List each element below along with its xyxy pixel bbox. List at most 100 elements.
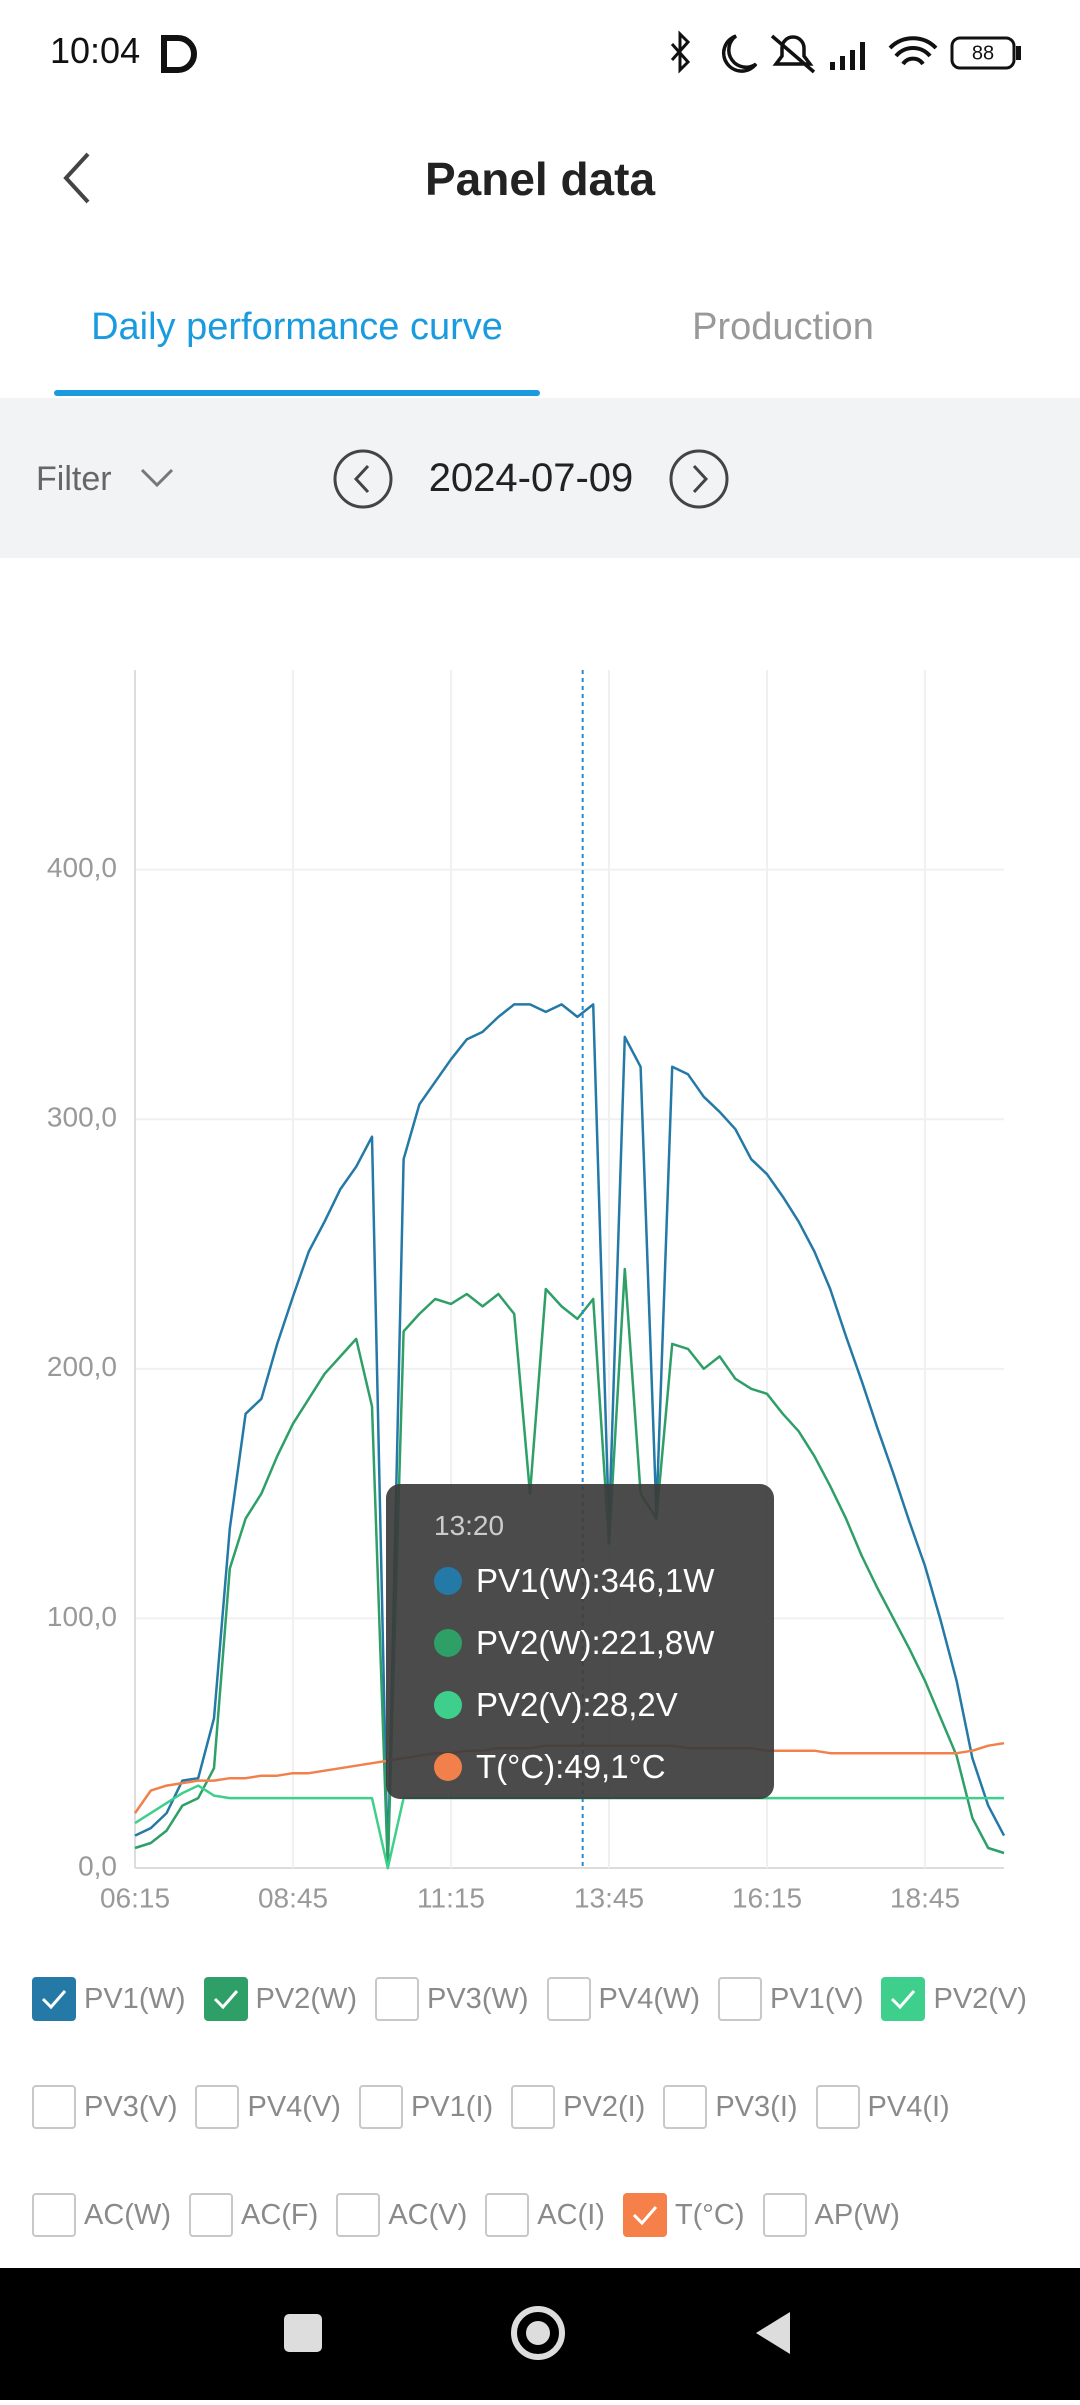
- header-title: Panel data: [424, 153, 656, 205]
- toggle-label: AC(V): [388, 2198, 468, 2231]
- toggle-label: PV4(I): [867, 2090, 950, 2123]
- toggle-label: PV4(V): [247, 2090, 341, 2123]
- series-toggle[interactable]: T(°C): [622, 2193, 745, 2237]
- tooltip-item: PV2(W):221,8W: [434, 1624, 714, 1662]
- y-tick-label: 0,0: [78, 1850, 117, 1881]
- series-toggle[interactable]: PV3(V): [32, 2085, 177, 2129]
- back-nav[interactable]: [756, 2312, 790, 2354]
- series-toggle[interactable]: AP(W): [762, 2193, 900, 2237]
- x-tick-label: 06:15: [100, 1882, 170, 1913]
- series-toggle[interactable]: PV2(W): [203, 1977, 358, 2021]
- toggle-label: PV2(W): [255, 1982, 358, 2015]
- nav-bar: [0, 2268, 1080, 2400]
- series-toggle[interactable]: PV2(I): [511, 2085, 645, 2129]
- next-date[interactable]: [668, 448, 730, 510]
- back-button[interactable]: [58, 148, 98, 208]
- tooltip-text: PV1(W):346,1W: [476, 1562, 715, 1599]
- series-toggles: PV1(W) PV2(W) PV3(W) PV4(W) PV1(V) PV2(V) PV3(…: [32, 1970, 1072, 2294]
- home-dot: [526, 2321, 550, 2345]
- nav-icons: [284, 2306, 790, 2360]
- status-time: 10:04: [50, 30, 141, 71]
- checkbox[interactable]: [32, 1977, 76, 2021]
- tooltip-item: PV2(V):28,2V: [434, 1686, 678, 1724]
- toggle-row: PV1(W) PV2(W) PV3(W) PV4(W) PV1(V) PV2(V): [32, 1970, 1072, 2028]
- series-toggle[interactable]: PV3(W): [375, 1977, 529, 2021]
- status-icon: [161, 35, 197, 73]
- checkbox[interactable]: [32, 2085, 76, 2129]
- tooltip-time: 13:20: [434, 1510, 505, 1541]
- checkbox[interactable]: [358, 2085, 403, 2129]
- series-toggle[interactable]: PV4(I): [815, 2085, 950, 2129]
- filter-arrow: [140, 468, 174, 488]
- checkbox[interactable]: [718, 1977, 762, 2021]
- check: [632, 2206, 658, 2226]
- toggle-label: PV3(W): [427, 1982, 529, 2015]
- toggle-label: AP(W): [814, 2198, 900, 2231]
- date: 2024-07-09: [428, 456, 634, 500]
- tooltip-dot: [434, 1629, 462, 1657]
- checkbox[interactable]: [546, 1977, 591, 2021]
- checkbox[interactable]: [336, 2193, 381, 2237]
- series-toggle[interactable]: AC(W): [32, 2193, 171, 2237]
- series-line: [134, 1267, 1005, 1870]
- series-line: [134, 1003, 1006, 1870]
- checkbox[interactable]: [622, 2193, 667, 2237]
- toggle-label: AC(I): [537, 2198, 605, 2231]
- status-icons: 88: [670, 30, 1021, 74]
- tab[interactable]: Daily performance curve: [91, 306, 503, 348]
- filter-label: Filter: [36, 460, 112, 498]
- checkbox[interactable]: [881, 1977, 926, 2021]
- series-toggle[interactable]: PV4(W): [546, 1977, 701, 2021]
- series-toggle[interactable]: AC(I): [485, 2193, 605, 2237]
- chart: 0,0 100,0 200,0 300,0 400,0 06:15 08:45 11:15 13…: [47, 670, 1006, 1913]
- home-button[interactable]: [511, 2306, 565, 2360]
- tooltip-dot: [434, 1567, 462, 1595]
- series-toggle[interactable]: AC(V): [336, 2193, 467, 2237]
- toggle-label: PV2(V): [933, 1982, 1027, 2015]
- series-toggle[interactable]: PV3(I): [663, 2085, 798, 2129]
- series-toggle[interactable]: PV4(V): [195, 2085, 341, 2129]
- tooltip-text: PV2(V):28,2V: [476, 1686, 678, 1723]
- tooltip-text: T(°C):49,1°C: [476, 1748, 666, 1785]
- checkbox[interactable]: [375, 1977, 419, 2021]
- tooltip-item: PV1(W):346,1W: [434, 1562, 714, 1600]
- checkbox[interactable]: [815, 2085, 860, 2129]
- toggle-label: PV4(W): [598, 1982, 701, 2015]
- filter-button[interactable]: Filter: [36, 460, 112, 499]
- tooltip-text: PV2(W):221,8W: [476, 1624, 715, 1661]
- toggle-label: PV1(I): [410, 2090, 494, 2123]
- checkbox[interactable]: [203, 1977, 248, 2021]
- series-toggle[interactable]: PV2(V): [881, 1977, 1027, 2021]
- battery-level: 88: [972, 42, 994, 64]
- series-toggle[interactable]: PV1(I): [358, 2085, 494, 2129]
- series-toggle[interactable]: PV1(W): [32, 1977, 186, 2021]
- tooltip: 13:20 PV1(W):346,1W PV2(W):221,8W PV2(V):2…: [386, 1484, 774, 1799]
- x-tick-label: 13:45: [574, 1882, 644, 1913]
- checkbox[interactable]: [663, 2085, 708, 2129]
- checkbox[interactable]: [195, 2085, 240, 2129]
- checkbox[interactable]: [511, 2085, 556, 2129]
- toggle-row: AC(W) AC(F) AC(V) AC(I) T(°C) AP(W): [32, 2186, 1072, 2244]
- recent-button[interactable]: [284, 2314, 322, 2352]
- x-tick-label: 18:45: [890, 1882, 960, 1913]
- prev-date[interactable]: [332, 448, 394, 510]
- checkbox[interactable]: [762, 2193, 807, 2237]
- toggle-label: PV1(V): [770, 1982, 864, 2015]
- check: [891, 1990, 916, 2010]
- series-toggle[interactable]: PV1(V): [718, 1977, 863, 2021]
- checkbox[interactable]: [485, 2193, 530, 2237]
- checkbox[interactable]: [188, 2193, 233, 2237]
- tab-indicator: [54, 390, 540, 396]
- tab[interactable]: Production: [692, 306, 874, 348]
- x-tick-label: 16:15: [732, 1882, 802, 1913]
- tooltip-dot: [434, 1753, 462, 1781]
- tooltip-dot: [434, 1691, 462, 1719]
- tooltip-item: T(°C):49,1°C: [434, 1748, 666, 1786]
- series-toggle[interactable]: AC(F): [188, 2193, 319, 2237]
- toggle-label: T(°C): [674, 2198, 745, 2231]
- x-tick-label: 08:45: [258, 1882, 328, 1913]
- y-tick-label: 200,0: [47, 1351, 117, 1382]
- toggle-label: AC(F): [240, 2198, 319, 2231]
- filter-bar: [0, 398, 1080, 558]
- checkbox[interactable]: [32, 2193, 76, 2237]
